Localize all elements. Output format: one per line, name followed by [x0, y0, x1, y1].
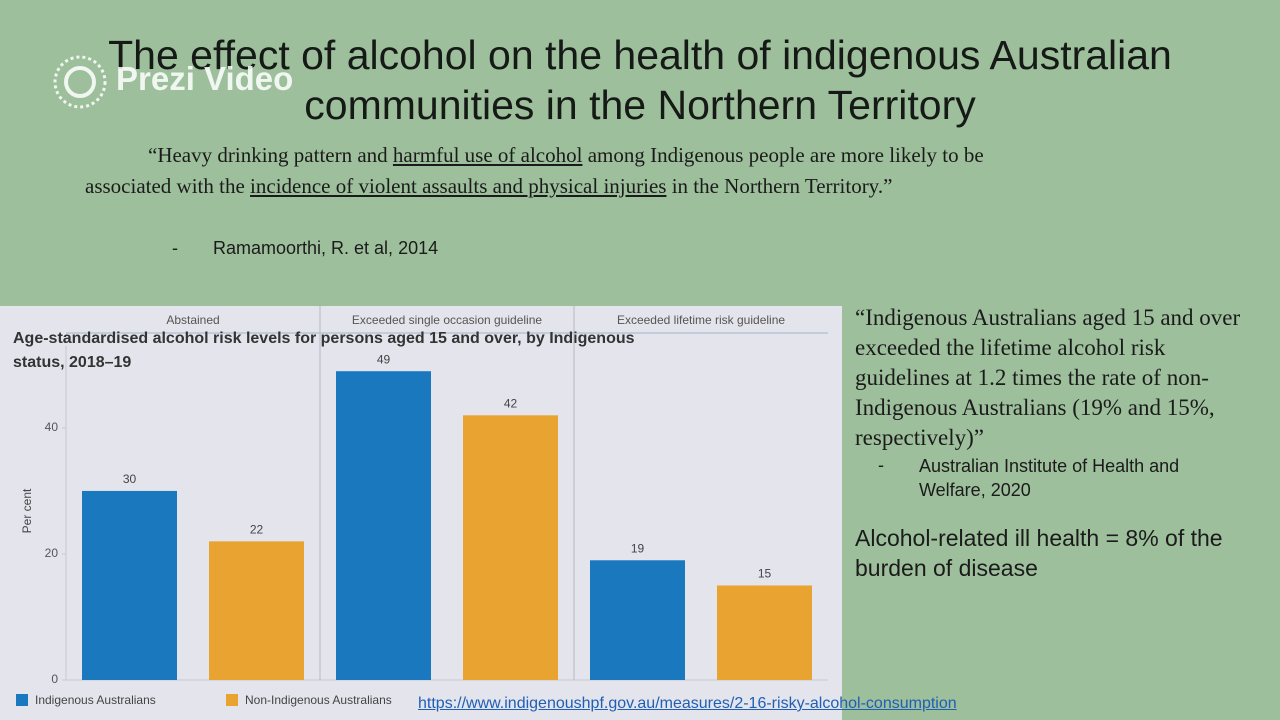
bar [590, 560, 685, 680]
legend-label: Indigenous Australians [35, 693, 156, 707]
bar [209, 541, 304, 680]
data-label: 22 [250, 523, 264, 537]
y-axis-label: Per cent [20, 488, 34, 533]
bar [717, 585, 812, 680]
citation-dash: - [878, 455, 884, 475]
quote-text: incidence of violent assaults and physic… [250, 174, 667, 198]
panel-header: Exceeded lifetime risk guideline [617, 313, 785, 327]
panel-header: Exceeded single occasion guideline [352, 313, 542, 327]
y-tick-label: 20 [45, 546, 59, 560]
quote: “Heavy drinking pattern and harmful use … [85, 140, 1005, 202]
data-label: 30 [123, 472, 137, 486]
chart-title-line: Age-standardised alcohol risk levels for… [13, 330, 635, 347]
y-tick-label: 40 [45, 420, 59, 434]
source-link[interactable]: https://www.indigenoushpf.gov.au/measure… [418, 695, 957, 712]
citation: Australian Institute of Health and Welfa… [919, 456, 1180, 500]
quote: “Indigenous Australians aged 15 and over… [855, 305, 1241, 450]
data-label: 42 [504, 396, 518, 410]
quote-text: in the Northern Territory.” [666, 174, 893, 198]
citation-dash: - [172, 238, 178, 258]
data-label: 15 [758, 567, 772, 581]
data-label: 19 [631, 541, 645, 555]
bar [82, 490, 177, 680]
citation: Ramamoorthi, R. et al, 2014 [213, 238, 439, 258]
y-tick-label: 0 [51, 672, 58, 686]
quote-text: among Indigenous people are more likely … [85, 143, 984, 198]
bar [336, 371, 431, 680]
prezi-logo [53, 55, 107, 109]
legend-swatch [226, 694, 238, 706]
panel-header: Abstained [166, 313, 219, 327]
bar [463, 415, 558, 680]
quote-text: harmful use of alcohol [392, 143, 583, 167]
data-label: 49 [377, 352, 391, 366]
chart: Age-standardised alcohol risk levels for… [0, 306, 842, 720]
slide-title: The effect of alcohol on the health of i… [108, 32, 1172, 128]
statistic: Alcohol-related ill health = 8% of the b… [855, 525, 1223, 581]
chart-title-line: status, 2018–19 [13, 354, 131, 371]
quote-text: “Heavy drinking pattern and [148, 143, 393, 167]
legend-swatch [16, 694, 28, 706]
watermark: Prezi Video [116, 60, 294, 97]
chart-title: Age-standardised alcohol risk levels for… [13, 330, 635, 371]
legend-label: Non-Indigenous Australians [245, 693, 392, 707]
